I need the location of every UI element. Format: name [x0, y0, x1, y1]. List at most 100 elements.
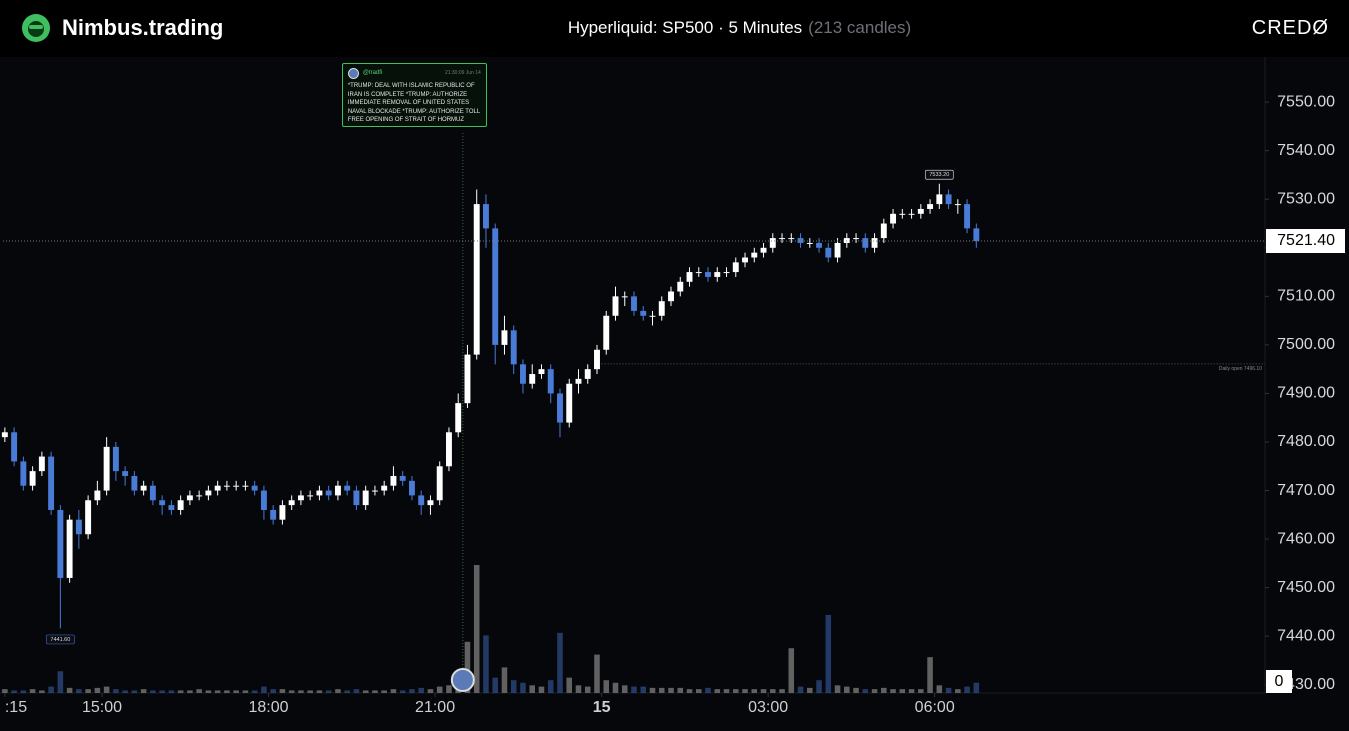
candle-body — [714, 272, 721, 277]
volume-bar — [427, 689, 434, 693]
volume-bar — [908, 689, 915, 693]
candle-body — [131, 475, 138, 491]
candle-body — [483, 204, 489, 229]
price-axis-bg — [1265, 57, 1349, 693]
candle-body — [853, 238, 860, 240]
x-tick-label: 21:00 — [415, 699, 455, 716]
candle-count: (213 candles) — [808, 18, 912, 37]
volume-bar — [177, 690, 184, 693]
y-tick-label: 7480.00 — [1277, 433, 1335, 450]
volume-bar — [214, 690, 221, 693]
volume-bar — [464, 641, 471, 693]
x-tick-label: 15:00 — [82, 699, 122, 716]
candle-body — [742, 257, 748, 263]
candle-body — [251, 485, 258, 491]
candle-body — [621, 296, 628, 298]
candle-body — [584, 369, 591, 379]
candle-body — [11, 432, 18, 462]
volume-bar — [668, 687, 674, 693]
candle-body — [594, 349, 600, 370]
volume-bar — [881, 687, 887, 693]
candle-body — [510, 330, 517, 365]
volume-bar — [797, 686, 804, 693]
volume-bar — [409, 689, 415, 693]
volume-bar — [529, 685, 536, 693]
volume-bar — [677, 687, 684, 693]
candle-body — [751, 252, 758, 258]
volume-bar — [955, 689, 961, 693]
candle-body — [186, 495, 193, 501]
candle-body — [66, 519, 73, 578]
candle-body — [936, 194, 943, 205]
brand-icon — [22, 14, 50, 42]
volume-bar — [242, 690, 249, 693]
volume-bar — [807, 687, 813, 693]
volume-zero-box — [1266, 670, 1292, 693]
candle-body — [362, 490, 369, 506]
volume-bar — [261, 686, 267, 693]
y-tick-label: 7530.00 — [1277, 190, 1335, 207]
candle-body — [834, 242, 841, 258]
volume-bar — [566, 677, 573, 693]
volume-bar — [557, 632, 563, 693]
x-tick-label: 15 — [593, 699, 611, 716]
candle-body — [492, 228, 499, 345]
candle-body — [806, 242, 813, 244]
volume-bar — [705, 687, 711, 693]
candle-body — [603, 315, 610, 350]
candle-body — [288, 500, 295, 506]
candle-body — [473, 204, 480, 355]
candle-body — [242, 485, 249, 487]
volume-bar — [168, 690, 175, 693]
title-bar: Hyperliquid: SP500 · 5 Minutes (213 candl… — [0, 18, 1349, 38]
candle-body — [140, 485, 147, 491]
news-text: *TRUMP: DEAL WITH ISLAMIC REPUBLIC OF IR… — [347, 83, 480, 124]
candle-body — [538, 369, 545, 375]
candle-body — [112, 446, 119, 472]
candle-body — [649, 315, 656, 317]
candle-body — [214, 485, 221, 491]
news-time: 21:30:09 Jun 14 — [444, 70, 481, 76]
volume-bar — [390, 689, 397, 693]
candle-body — [85, 500, 92, 535]
daily-open-label: Daily open 7496.10 — [1219, 366, 1262, 372]
volume-bar — [742, 689, 748, 693]
high-marker-box — [924, 169, 954, 180]
volume-bar — [113, 689, 119, 693]
candle-body — [408, 480, 415, 496]
volume-bar — [918, 689, 924, 693]
volume-bar — [483, 635, 489, 693]
volume-bar — [48, 686, 54, 693]
candle-body — [353, 490, 360, 506]
candle-body — [48, 456, 55, 510]
candle-body — [464, 354, 471, 404]
volume-bar — [575, 685, 582, 693]
volume-bar — [325, 690, 332, 693]
volume-bar — [335, 689, 341, 693]
volume-bar — [770, 689, 776, 693]
chart: 7430.007440.007450.007460.007470.007480.… — [0, 57, 1349, 716]
volume-bar — [612, 682, 619, 693]
volume-bar — [501, 667, 508, 693]
volume-bar — [187, 690, 193, 693]
volume-bar — [973, 682, 980, 693]
volume-bar — [76, 689, 82, 693]
candle-body — [862, 238, 869, 248]
candle-body — [334, 485, 341, 496]
candle-body — [205, 490, 212, 496]
candle-body — [122, 471, 129, 476]
candle-body — [964, 204, 971, 229]
volume-bar — [492, 677, 498, 693]
news-annotation[interactable]: @tradfi 21:30:09 Jun 14 *TRUMP: DEAL WIT… — [341, 63, 487, 127]
volume-bar — [538, 686, 545, 693]
volume-bar — [94, 687, 101, 693]
volume-bar — [853, 687, 859, 693]
volume-bar — [20, 690, 27, 693]
candle-body — [455, 403, 462, 433]
volume-bar — [39, 690, 45, 693]
candle-body — [520, 364, 526, 384]
candle-body — [529, 374, 536, 384]
candle-body — [196, 495, 203, 497]
volume-bar — [520, 682, 526, 693]
y-tick-label: 7500.00 — [1277, 336, 1335, 353]
